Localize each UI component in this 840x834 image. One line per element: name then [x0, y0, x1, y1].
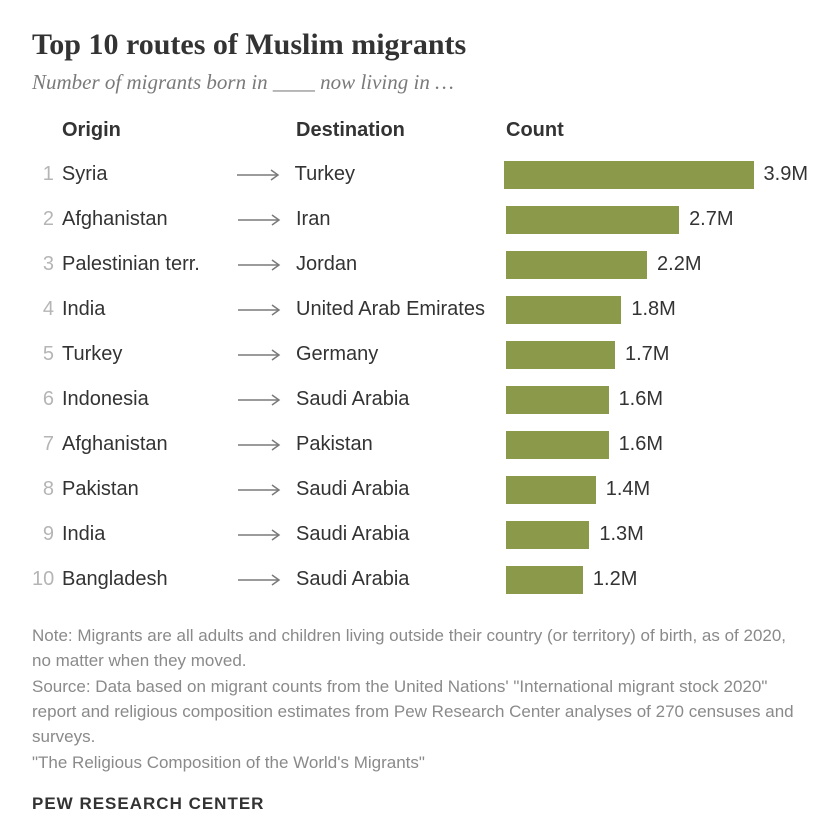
- table-row: 1Syria Turkey 3.9M: [32, 152, 808, 197]
- origin-cell: Turkey: [60, 343, 238, 366]
- table-body: 1SyriaTurkey3.9M2AfghanistanIran2.7M3Pal…: [32, 152, 808, 602]
- origin-cell: Afghanistan: [60, 433, 238, 456]
- arrow-icon: [238, 349, 296, 361]
- rank-cell: 4: [32, 298, 60, 321]
- arrow-icon: [238, 259, 296, 271]
- destination-cell: United Arab Emirates: [296, 298, 506, 321]
- table-row: 7Afghanistan Pakistan 1.6M: [32, 422, 808, 467]
- arrow-icon: [238, 574, 296, 586]
- table-row: 9India Saudi Arabia 1.3M: [32, 512, 808, 557]
- header-count: Count: [506, 119, 808, 142]
- rank-cell: 2: [32, 208, 60, 231]
- table-row: 6Indonesia Saudi Arabia 1.6M: [32, 377, 808, 422]
- origin-cell: Syria: [60, 163, 237, 186]
- table-row: 10Bangladesh Saudi Arabia 1.2M: [32, 557, 808, 602]
- value-label: 1.2M: [593, 568, 637, 591]
- bar-cell: 1.7M: [506, 341, 808, 369]
- bar: [506, 386, 609, 414]
- table-row: 4India United Arab Emirates 1.8M: [32, 287, 808, 332]
- bar: [506, 566, 583, 594]
- value-label: 1.6M: [619, 433, 663, 456]
- footer-attribution: PEW RESEARCH CENTER: [32, 794, 808, 814]
- rank-cell: 5: [32, 343, 60, 366]
- page-title: Top 10 routes of Muslim migrants: [32, 28, 808, 62]
- value-label: 1.6M: [619, 388, 663, 411]
- bar-cell: 1.4M: [506, 476, 808, 504]
- destination-cell: Saudi Arabia: [296, 568, 506, 591]
- note-text: Note: Migrants are all adults and childr…: [32, 624, 808, 673]
- value-label: 1.4M: [606, 478, 650, 501]
- bar: [506, 476, 596, 504]
- value-label: 3.9M: [764, 163, 808, 186]
- origin-cell: Indonesia: [60, 388, 238, 411]
- destination-cell: Saudi Arabia: [296, 388, 506, 411]
- rank-cell: 3: [32, 253, 60, 276]
- origin-cell: India: [60, 523, 238, 546]
- table-row: 5Turkey Germany 1.7M: [32, 332, 808, 377]
- notes-block: Note: Migrants are all adults and childr…: [32, 624, 808, 776]
- page-subtitle: Number of migrants born in ____ now livi…: [32, 70, 808, 95]
- destination-cell: Iran: [296, 208, 506, 231]
- bar: [506, 296, 621, 324]
- arrow-icon: [238, 214, 296, 226]
- arrow-icon: [238, 394, 296, 406]
- bar-cell: 2.2M: [506, 251, 808, 279]
- bar-cell: 1.6M: [506, 386, 808, 414]
- destination-cell: Saudi Arabia: [296, 523, 506, 546]
- table-row: 3Palestinian terr. Jordan 2.2M: [32, 242, 808, 287]
- destination-cell: Jordan: [296, 253, 506, 276]
- bar: [504, 161, 754, 189]
- value-label: 2.7M: [689, 208, 733, 231]
- arrow-icon: [238, 304, 296, 316]
- source-text: Source: Data based on migrant counts fro…: [32, 675, 808, 749]
- report-text: "The Religious Composition of the World'…: [32, 751, 808, 776]
- arrow-icon: [237, 169, 295, 181]
- value-label: 1.8M: [631, 298, 675, 321]
- value-label: 2.2M: [657, 253, 701, 276]
- table-header-row: Origin Destination Count: [32, 119, 808, 152]
- table-row: 8Pakistan Saudi Arabia 1.4M: [32, 467, 808, 512]
- rank-cell: 10: [32, 568, 60, 591]
- arrow-icon: [238, 529, 296, 541]
- value-label: 1.7M: [625, 343, 669, 366]
- bar-cell: 3.9M: [504, 161, 808, 189]
- bar: [506, 251, 647, 279]
- origin-cell: India: [60, 298, 238, 321]
- bar: [506, 521, 589, 549]
- bar-cell: 1.6M: [506, 431, 808, 459]
- rank-cell: 1: [32, 163, 60, 186]
- rank-cell: 7: [32, 433, 60, 456]
- arrow-icon: [238, 439, 296, 451]
- bar-cell: 1.2M: [506, 566, 808, 594]
- table-row: 2Afghanistan Iran 2.7M: [32, 197, 808, 242]
- destination-cell: Turkey: [295, 163, 504, 186]
- bar: [506, 341, 615, 369]
- rank-cell: 9: [32, 523, 60, 546]
- bar-cell: 2.7M: [506, 206, 808, 234]
- origin-cell: Bangladesh: [60, 568, 238, 591]
- bar-cell: 1.8M: [506, 296, 808, 324]
- bar-cell: 1.3M: [506, 521, 808, 549]
- origin-cell: Afghanistan: [60, 208, 238, 231]
- chart: Origin Destination Count 1Syria Turkey 3.9…: [32, 119, 808, 602]
- destination-cell: Germany: [296, 343, 506, 366]
- origin-cell: Palestinian terr.: [60, 253, 238, 276]
- arrow-icon: [238, 484, 296, 496]
- destination-cell: Pakistan: [296, 433, 506, 456]
- header-origin: Origin: [60, 119, 238, 142]
- value-label: 1.3M: [599, 523, 643, 546]
- bar: [506, 431, 609, 459]
- header-destination: Destination: [296, 119, 506, 142]
- bar: [506, 206, 679, 234]
- rank-cell: 8: [32, 478, 60, 501]
- destination-cell: Saudi Arabia: [296, 478, 506, 501]
- rank-cell: 6: [32, 388, 60, 411]
- origin-cell: Pakistan: [60, 478, 238, 501]
